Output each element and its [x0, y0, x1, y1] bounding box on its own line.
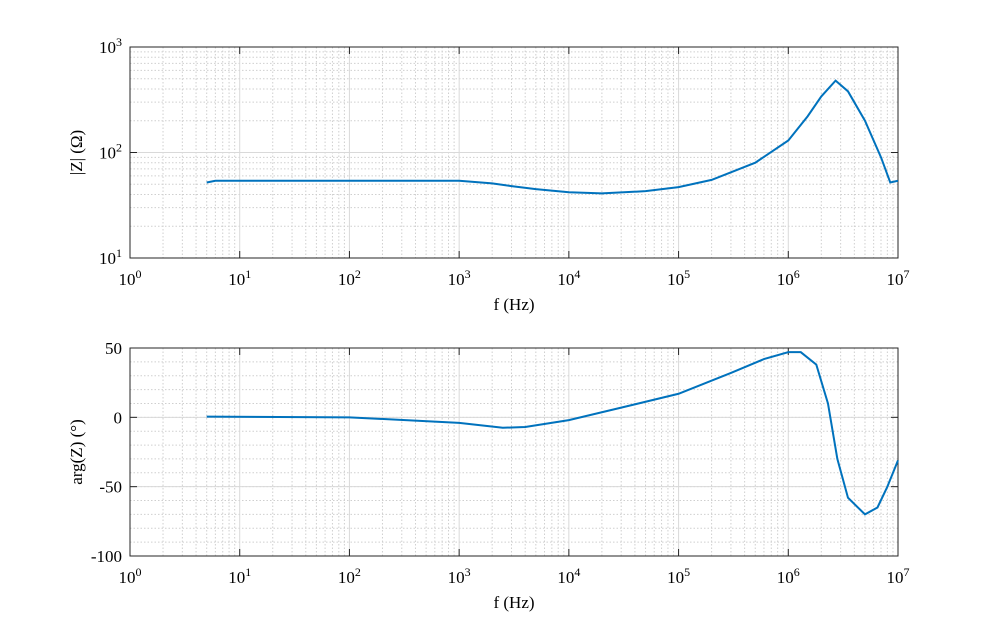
data-line — [206, 351, 899, 516]
x-axis-label: f (Hz) — [493, 593, 534, 612]
y-tick-label: 103 — [99, 35, 122, 57]
x-tick-label: 102 — [338, 565, 361, 587]
x-tick-label: 102 — [338, 267, 361, 289]
y-tick-label: 102 — [99, 141, 122, 163]
x-tick-label: 104 — [557, 267, 580, 289]
y-tick-label: 0 — [114, 408, 123, 427]
x-tick-label: 100 — [119, 565, 142, 587]
data-line — [206, 79, 899, 195]
y-axis-label: |Z| (Ω) — [67, 130, 86, 175]
x-tick-label: 104 — [557, 565, 580, 587]
x-tick-label: 103 — [448, 267, 471, 289]
y-axis-label: arg(Z) (°) — [67, 419, 86, 484]
x-tick-label: 101 — [228, 267, 251, 289]
x-axis-label: f (Hz) — [493, 295, 534, 314]
x-tick-label: 103 — [448, 565, 471, 587]
x-tick-label: 101 — [228, 565, 251, 587]
axes-frame — [129, 46, 899, 259]
x-tick-label: 105 — [667, 267, 690, 289]
y-tick-label: 50 — [105, 339, 122, 358]
x-tick-label: 100 — [119, 267, 142, 289]
y-tick-label: -50 — [99, 478, 122, 497]
axes-frame — [129, 347, 899, 557]
y-tick-label: -100 — [91, 547, 122, 566]
x-tick-label: 107 — [887, 565, 910, 587]
y-tick-label: 101 — [99, 246, 122, 268]
x-tick-label: 105 — [667, 565, 690, 587]
x-tick-label: 107 — [887, 267, 910, 289]
x-tick-label: 106 — [777, 565, 800, 587]
x-tick-label: 106 — [777, 267, 800, 289]
